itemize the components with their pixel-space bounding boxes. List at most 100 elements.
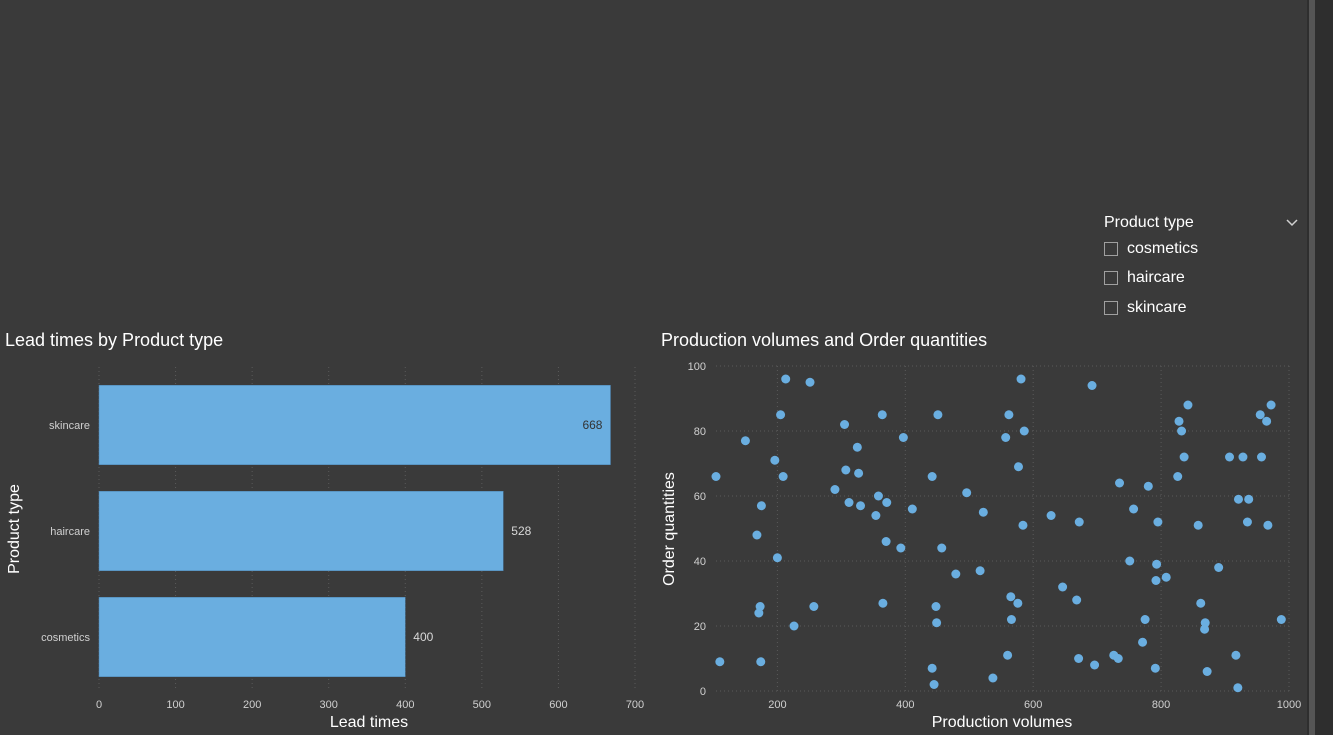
x-axis-title: Lead times bbox=[330, 714, 408, 731]
scatter-point bbox=[927, 472, 937, 481]
y-category-label: cosmetics bbox=[41, 632, 90, 644]
scatter-point bbox=[770, 455, 780, 465]
slicer-header[interactable]: Product type bbox=[1104, 212, 1300, 234]
scatter-point bbox=[1174, 416, 1184, 426]
scatter-point bbox=[931, 602, 941, 611]
bar-data-label: 528 bbox=[511, 524, 531, 538]
scatter-point bbox=[1074, 517, 1084, 527]
scatter-point bbox=[1257, 452, 1267, 462]
x-tick-label: 300 bbox=[320, 699, 338, 711]
scatter-point bbox=[1018, 520, 1028, 530]
scatter-point bbox=[1143, 481, 1153, 491]
scatter-point bbox=[907, 504, 917, 514]
scatter-point bbox=[1125, 556, 1135, 566]
y-tick-label: 0 bbox=[700, 686, 706, 698]
x-tick-label: 1000 bbox=[1277, 699, 1301, 711]
bar-chart-title: Lead times by Product type bbox=[5, 330, 224, 350]
checkbox[interactable] bbox=[1104, 241, 1118, 256]
scatter-point bbox=[1074, 654, 1084, 663]
scatter-point bbox=[1072, 595, 1082, 605]
scatter-point bbox=[776, 410, 786, 420]
scatter-point bbox=[805, 377, 815, 387]
scatter-point bbox=[789, 621, 799, 631]
bar-data-label: 400 bbox=[413, 630, 433, 644]
scatter-point bbox=[871, 511, 881, 520]
scatter-point bbox=[1138, 637, 1148, 647]
scatter-point bbox=[1151, 576, 1161, 585]
scatter-point bbox=[1087, 381, 1097, 390]
slicer-item-skincare[interactable]: skincare bbox=[1104, 293, 1300, 323]
scatter-point bbox=[1046, 511, 1056, 520]
scatter-point bbox=[856, 501, 866, 511]
y-axis-title: Product type bbox=[6, 484, 23, 574]
x-tick-label: 0 bbox=[96, 699, 102, 711]
scatter-point bbox=[975, 566, 985, 576]
scatter-point bbox=[1238, 452, 1248, 462]
slicer-item-haircare[interactable]: haircare bbox=[1104, 264, 1300, 294]
scatter-point bbox=[1140, 615, 1150, 624]
scatter-point bbox=[929, 680, 939, 689]
scatter-point bbox=[1173, 472, 1183, 481]
x-tick-label: 400 bbox=[396, 699, 414, 711]
scatter-point bbox=[1242, 517, 1252, 527]
x-tick-label: 500 bbox=[473, 699, 491, 711]
scatter-point bbox=[1179, 452, 1189, 462]
scatter-point bbox=[1150, 663, 1160, 673]
x-axis-title: Production volumes bbox=[932, 714, 1073, 731]
scatter-point bbox=[1153, 517, 1163, 527]
bar bbox=[98, 385, 611, 465]
y-tick-label: 80 bbox=[694, 426, 706, 438]
chevron-down-icon[interactable] bbox=[1284, 215, 1300, 231]
x-tick-label: 200 bbox=[243, 699, 261, 711]
scatter-point bbox=[711, 472, 721, 481]
scatter-point bbox=[896, 543, 906, 553]
scatter-point bbox=[1013, 462, 1023, 472]
scatter-point bbox=[841, 465, 851, 475]
scatter-point bbox=[1013, 598, 1023, 608]
scatter-point bbox=[1152, 559, 1162, 569]
product-type-slicer: Product type cosmetics haircare skincare bbox=[1104, 212, 1300, 323]
x-tick-label: 200 bbox=[768, 699, 786, 711]
scatter-point bbox=[1183, 400, 1193, 410]
slicer-item-cosmetics[interactable]: cosmetics bbox=[1104, 234, 1300, 264]
x-tick-label: 800 bbox=[1152, 699, 1170, 711]
y-tick-label: 40 bbox=[694, 556, 706, 568]
scatter-point bbox=[852, 442, 862, 452]
scatter-point bbox=[830, 485, 840, 494]
scatter-point bbox=[932, 618, 942, 628]
scatter-point bbox=[1019, 426, 1029, 436]
y-tick-label: 100 bbox=[688, 361, 706, 373]
scatter-point bbox=[1233, 494, 1243, 504]
scatter-point bbox=[781, 374, 791, 384]
y-category-label: haircare bbox=[50, 526, 90, 538]
scatter-point bbox=[1266, 400, 1276, 410]
scatter-point bbox=[809, 602, 819, 611]
scatter-point bbox=[1058, 582, 1068, 592]
scatter-point bbox=[1231, 650, 1241, 660]
scatter-point bbox=[988, 673, 998, 683]
scatter-point bbox=[1090, 660, 1100, 670]
scrollbar-thumb[interactable] bbox=[1309, 0, 1315, 735]
scatter-point bbox=[1262, 416, 1272, 426]
vertical-scrollbar[interactable] bbox=[1307, 0, 1333, 735]
scatter-point bbox=[1193, 520, 1203, 530]
scatter-point bbox=[1001, 433, 1011, 442]
scatter-point bbox=[1263, 520, 1273, 530]
y-tick-label: 60 bbox=[694, 491, 706, 503]
scatter-point bbox=[1202, 667, 1212, 676]
scatter-point bbox=[978, 507, 988, 517]
scatter-point bbox=[1161, 572, 1171, 582]
scatter-point bbox=[854, 468, 864, 478]
scatter-point bbox=[878, 598, 888, 608]
checkbox[interactable] bbox=[1104, 271, 1118, 286]
checkbox[interactable] bbox=[1104, 300, 1118, 315]
scatter-point bbox=[898, 433, 908, 442]
scatter-point bbox=[927, 663, 937, 673]
scatter-point bbox=[840, 420, 850, 429]
scatter-point bbox=[877, 410, 887, 420]
scatter-point bbox=[1006, 592, 1016, 602]
scatter-point bbox=[755, 602, 765, 611]
scatter-point bbox=[844, 498, 854, 507]
scatter-point bbox=[756, 657, 766, 667]
